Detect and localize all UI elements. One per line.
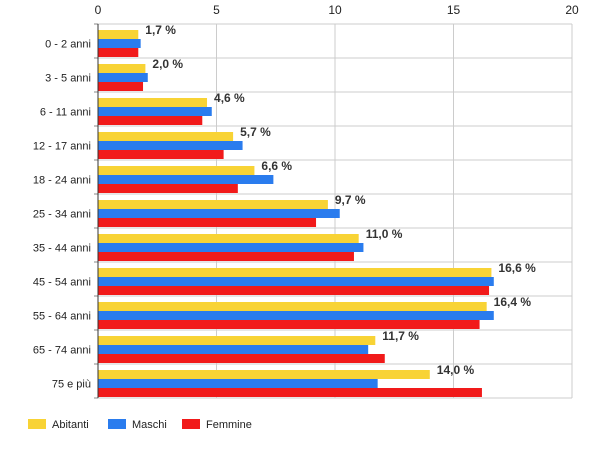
data-label: 4,6 % bbox=[214, 91, 245, 105]
bar-femmine bbox=[98, 252, 354, 261]
legend-label-maschi: Maschi bbox=[132, 419, 167, 431]
category-label: 0 - 2 anni bbox=[45, 39, 91, 51]
data-label: 1,7 % bbox=[145, 23, 176, 37]
bar-abitanti bbox=[98, 234, 359, 243]
bar-maschi bbox=[98, 141, 243, 150]
legend-swatch-femmine bbox=[182, 419, 200, 429]
legend-swatch-maschi bbox=[108, 419, 126, 429]
bar-maschi bbox=[98, 277, 494, 286]
category-label: 45 - 54 anni bbox=[33, 277, 91, 289]
bar-abitanti bbox=[98, 98, 208, 107]
bar-femmine bbox=[98, 218, 317, 227]
bar-maschi bbox=[98, 311, 494, 320]
category-label: 12 - 17 anni bbox=[33, 141, 91, 153]
bar-abitanti bbox=[98, 268, 492, 277]
legend-label-femmine: Femmine bbox=[206, 419, 252, 431]
data-label: 6,6 % bbox=[261, 159, 292, 173]
x-tick-label: 10 bbox=[328, 3, 342, 17]
bar-maschi bbox=[98, 379, 378, 388]
category-label: 75 e più bbox=[52, 379, 91, 391]
x-tick-label: 5 bbox=[213, 3, 220, 17]
bar-abitanti bbox=[98, 166, 255, 175]
bar-abitanti bbox=[98, 370, 430, 379]
bar-maschi bbox=[98, 107, 212, 116]
bar-femmine bbox=[98, 82, 144, 91]
data-label: 16,4 % bbox=[494, 295, 532, 309]
category-label: 35 - 44 anni bbox=[33, 243, 91, 255]
category-label: 3 - 5 anni bbox=[45, 73, 91, 85]
x-tick-label: 20 bbox=[565, 3, 579, 17]
legend-swatch-abitanti bbox=[28, 419, 46, 429]
bar-femmine bbox=[98, 354, 385, 363]
bar-abitanti bbox=[98, 132, 234, 141]
bar-abitanti bbox=[98, 64, 146, 73]
bar-femmine bbox=[98, 184, 238, 193]
category-label: 65 - 74 anni bbox=[33, 345, 91, 357]
bar-abitanti bbox=[98, 200, 328, 209]
bar-femmine bbox=[98, 150, 224, 159]
x-tick-label: 15 bbox=[447, 3, 461, 17]
bar-maschi bbox=[98, 175, 274, 184]
bar-femmine bbox=[98, 48, 139, 57]
data-label: 16,6 % bbox=[498, 261, 536, 275]
bar-abitanti bbox=[98, 30, 139, 39]
bar-maschi bbox=[98, 73, 148, 82]
category-label: 25 - 34 anni bbox=[33, 209, 91, 221]
data-label: 14,0 % bbox=[437, 363, 475, 377]
bar-femmine bbox=[98, 116, 203, 125]
bar-maschi bbox=[98, 345, 369, 354]
data-label: 11,7 % bbox=[382, 329, 419, 343]
category-label: 18 - 24 anni bbox=[33, 175, 91, 187]
bar-femmine bbox=[98, 388, 482, 397]
bar-maschi bbox=[98, 39, 141, 48]
bar-femmine bbox=[98, 320, 480, 329]
bar-maschi bbox=[98, 243, 364, 252]
data-label: 9,7 % bbox=[335, 193, 366, 207]
legend-label-abitanti: Abitanti bbox=[52, 419, 89, 431]
bar-femmine bbox=[98, 286, 490, 295]
bar-maschi bbox=[98, 209, 340, 218]
category-label: 6 - 11 anni bbox=[40, 107, 91, 119]
x-tick-label: 0 bbox=[95, 3, 102, 17]
category-label: 55 - 64 anni bbox=[33, 311, 91, 323]
bar-abitanti bbox=[98, 302, 487, 311]
bar-abitanti bbox=[98, 336, 376, 345]
data-label: 5,7 % bbox=[240, 125, 271, 139]
data-label: 11,0 % bbox=[366, 227, 403, 241]
data-label: 2,0 % bbox=[152, 57, 183, 71]
